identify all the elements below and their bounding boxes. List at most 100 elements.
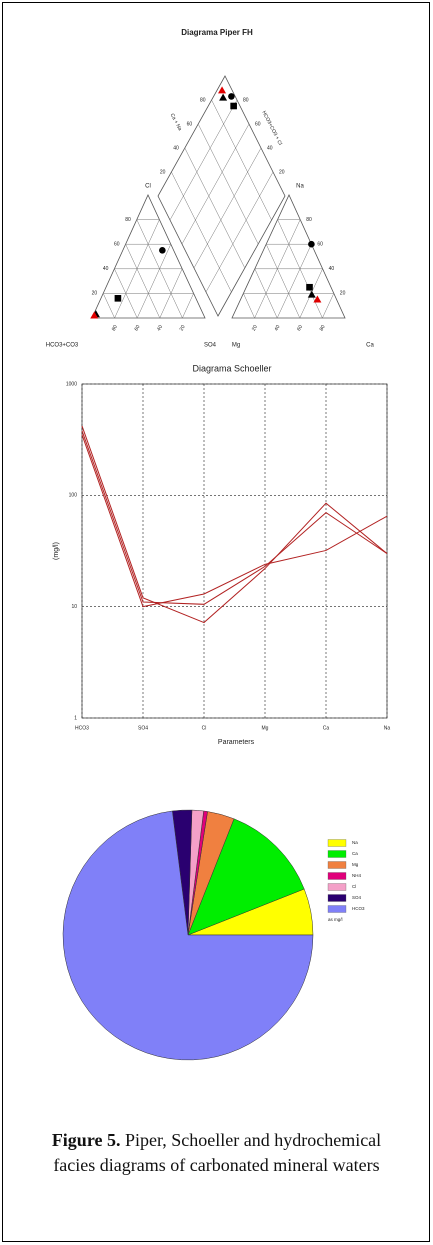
sample-point: [159, 247, 166, 254]
legend-label: Cl: [352, 884, 356, 889]
tick-label: 60: [114, 242, 120, 248]
grid-line: [205, 171, 274, 293]
y-tick-label: 1000: [66, 381, 77, 387]
pie-slice: [187, 818, 305, 936]
grid-line: [159, 268, 183, 319]
legend-swatch: [327, 850, 347, 858]
tick-label: 80: [319, 324, 327, 332]
caption-text: Piper, Schoeller and hydrochemical facie…: [53, 1130, 382, 1175]
series-line: [81, 425, 388, 624]
x-axis-label: Parameters: [218, 739, 255, 746]
tick-label: 40: [156, 324, 164, 332]
grid-line: [171, 171, 232, 293]
tick-label: 20: [251, 324, 259, 332]
grid-line: [184, 147, 246, 269]
grid-line: [193, 147, 262, 269]
legend-swatch: [327, 861, 347, 869]
tick-label: 80: [306, 217, 312, 223]
grid-line: [114, 268, 138, 319]
tick-label: 60: [255, 121, 261, 127]
legend-swatch: [327, 872, 347, 880]
chart-title: Diagrama Schoeller: [192, 363, 271, 373]
grid-line: [181, 123, 250, 245]
grid-line: [197, 123, 259, 245]
y-axis-label: (mg/l): [53, 542, 60, 560]
corner-label: HCO3+CO3: [46, 343, 79, 349]
legend-label: Na: [352, 840, 358, 845]
legend-swatch: [327, 894, 347, 902]
grid-line: [276, 244, 312, 319]
tick-label: 60: [187, 121, 193, 127]
sample-point: [114, 295, 122, 302]
sample-point: [308, 240, 315, 248]
corner-label: Mg: [232, 343, 240, 349]
corner-label: Ca: [366, 343, 374, 349]
caption-label: Figure 5.: [51, 1130, 121, 1150]
grid-line: [254, 268, 278, 319]
legend-label: Ca: [352, 851, 358, 856]
x-tick-label: Mg: [262, 725, 269, 731]
tick-label: 40: [273, 324, 281, 332]
tick-label: 80: [200, 97, 206, 103]
tick-label: 20: [279, 169, 285, 175]
sample-point: [306, 283, 313, 291]
pie-slice: [62, 810, 314, 1061]
diamond-outline: [157, 75, 286, 317]
grid-line: [125, 244, 161, 319]
tick-label: 40: [267, 145, 273, 151]
grid-line: [182, 293, 194, 319]
legend-label: SO4: [352, 895, 362, 900]
tick-label: 80: [125, 217, 131, 223]
legend-label: HCO3: [352, 906, 365, 911]
sample-point: [313, 295, 322, 303]
sample-point: [90, 311, 99, 319]
grid-line: [102, 293, 115, 319]
grid-line: [211, 99, 272, 221]
legend-swatch: [327, 883, 347, 891]
axis-label: Ca + Na: [169, 113, 183, 132]
x-tick-label: SO4: [138, 725, 148, 731]
tick-label: 40: [173, 145, 179, 151]
tick-label: 40: [329, 266, 335, 272]
grid-line: [169, 99, 238, 221]
caption: Figure 5. Piper, Schoeller and hydrochem…: [40, 1128, 393, 1178]
axis-label: HCO3+CO3 + Cl: [261, 110, 283, 146]
sample-point: [218, 86, 227, 94]
y-tick-label: 100: [69, 493, 78, 499]
triangle-outline: [91, 194, 206, 319]
sample-point: [307, 290, 316, 298]
x-tick-label: Ca: [323, 725, 330, 731]
grid-line: [265, 244, 301, 319]
x-tick-label: Cl: [202, 725, 207, 731]
x-tick-label: Na: [384, 725, 391, 731]
legend-swatch: [327, 839, 347, 847]
tick-label: 60: [133, 324, 141, 332]
tick-label: 20: [340, 291, 346, 297]
grid-line: [243, 293, 255, 319]
triangle-outline: [231, 194, 346, 319]
y-tick-label: 1: [74, 715, 77, 721]
unit-note: as mg/l: [328, 917, 343, 922]
legend-label: Mg: [352, 862, 359, 867]
tick-label: 80: [243, 97, 249, 103]
chart-title: Diagrama Piper FH: [181, 28, 253, 37]
tick-label: 20: [92, 291, 98, 297]
corner-label: Na: [296, 184, 304, 190]
corner-label: SO4: [204, 343, 217, 349]
grid-line: [322, 293, 335, 319]
y-tick-label: 10: [71, 604, 77, 610]
sample-point: [219, 93, 228, 101]
sample-point: [228, 93, 235, 100]
tick-label: 40: [103, 266, 109, 272]
tick-label: 20: [179, 324, 187, 332]
sample-point: [230, 102, 237, 110]
tick-label: 20: [160, 169, 166, 175]
tick-label: 60: [296, 324, 304, 332]
corner-label: Cl: [145, 184, 151, 190]
tick-label: 60: [317, 242, 323, 248]
series-line: [81, 430, 388, 605]
grid-line: [136, 244, 172, 319]
